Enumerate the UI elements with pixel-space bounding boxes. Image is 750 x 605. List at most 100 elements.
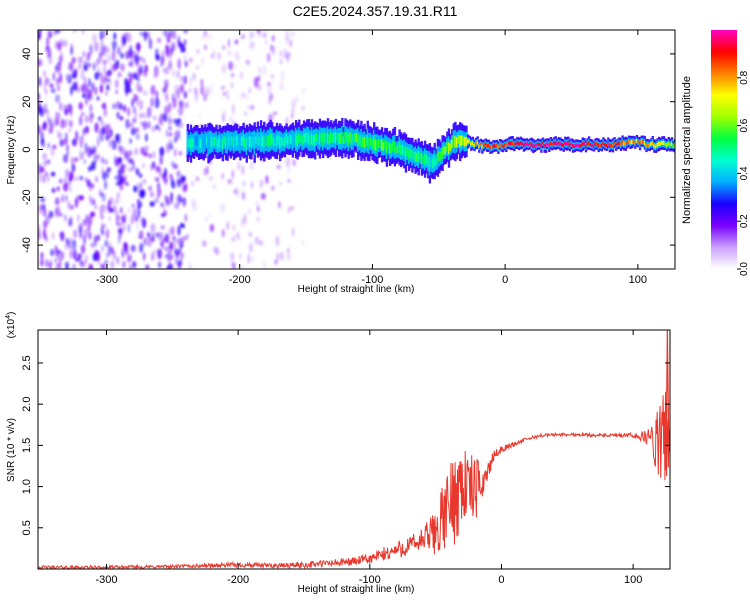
ridge-cell [320, 132, 323, 143]
noise-cell [100, 40, 104, 48]
snr-multiplier-close: ) [6, 312, 17, 315]
ridge-cell [221, 138, 225, 149]
ridge-cell [587, 141, 591, 146]
ridge-cell [471, 141, 475, 146]
ridge-cell [479, 142, 483, 146]
ridge-cell [452, 136, 455, 148]
noise-cell [177, 225, 181, 236]
noise-cell [101, 244, 104, 253]
noise-cell [189, 57, 193, 63]
noise-cell [291, 32, 295, 37]
noise-cell [175, 258, 178, 265]
noise-cell [122, 36, 127, 46]
noise-cell [104, 90, 109, 96]
ridge-cell [357, 133, 360, 146]
noise-cell [60, 118, 65, 129]
noise-cell [271, 34, 275, 42]
noise-cell [182, 197, 187, 207]
noise-cell [255, 200, 259, 207]
noise-cell [68, 171, 74, 182]
ridge-cell [465, 136, 468, 147]
noise-cell [50, 146, 55, 157]
ridge-cell [481, 144, 484, 149]
noise-cell [156, 178, 160, 183]
noise-cell [142, 218, 147, 229]
ridge-cell [302, 133, 306, 144]
ridge-cell [629, 140, 632, 145]
noise-cell [184, 102, 189, 108]
noise-cell [171, 181, 176, 189]
noise-cell [180, 175, 186, 183]
ridge-cell [559, 142, 562, 147]
ridge-cell [463, 137, 467, 147]
noise-cell [56, 119, 59, 126]
ridge-cell [618, 141, 621, 145]
ridge-cell [271, 134, 274, 145]
noise-cell [147, 107, 150, 114]
noise-cell [143, 112, 148, 119]
ridge-cell [584, 144, 588, 149]
noise-cell [55, 41, 58, 49]
ridge-cell [661, 140, 664, 145]
ridge-cell [527, 143, 530, 147]
ridge-cell [350, 133, 354, 145]
ridge-cell [239, 138, 242, 149]
ridge-cell [514, 142, 518, 146]
noise-cell [287, 166, 291, 176]
noise-cell [100, 73, 104, 84]
noise-cell [177, 178, 181, 188]
noise-cell [84, 125, 90, 134]
noise-cell [135, 168, 140, 176]
noise-cell [248, 207, 251, 215]
snr-xlabel: Height of straight line (km) [298, 584, 415, 595]
noise-cell [66, 74, 72, 84]
ridge-cell [345, 131, 349, 143]
noise-cell [139, 31, 144, 37]
noise-cell [97, 67, 100, 73]
ridge-cell [255, 136, 258, 145]
ridge-cell [501, 144, 505, 149]
noise-cell [209, 224, 215, 232]
noise-cell [70, 86, 73, 96]
noise-cell [60, 51, 63, 63]
noise-cell [55, 30, 61, 34]
noise-cell [104, 180, 108, 190]
noise-cell [292, 159, 297, 167]
ridge-cell [360, 134, 363, 147]
ridge-cell [290, 134, 293, 144]
noise-cell [271, 185, 275, 191]
ridge-cell [586, 142, 589, 146]
noise-cell [145, 264, 150, 269]
colorbar-tick-label: 0.8 [739, 70, 750, 84]
noise-cell [286, 52, 292, 57]
noise-cell [83, 65, 88, 72]
ridge-cell [197, 139, 201, 149]
noise-cell [166, 196, 170, 207]
ridge-cell [565, 141, 568, 146]
ridge-cell [416, 152, 419, 162]
noise-cell [301, 106, 305, 111]
ridge-cell [654, 144, 658, 149]
noise-cell [106, 53, 111, 64]
noise-cell [160, 225, 165, 230]
noise-cell [120, 52, 124, 59]
noise-cell [135, 73, 139, 81]
ridge-cell [602, 141, 605, 145]
noise-cell [49, 83, 54, 88]
noise-cell [43, 228, 46, 239]
ridge-cell [314, 134, 317, 147]
ridge-cell [272, 137, 275, 147]
ridge-cell [401, 145, 404, 155]
noise-cell [187, 88, 193, 93]
x-tick-label: -200 [227, 574, 249, 586]
noise-cell [221, 63, 226, 74]
noise-cell [241, 264, 245, 269]
ridge-cell [645, 143, 648, 148]
noise-cell [57, 129, 60, 137]
noise-cell [164, 246, 169, 252]
noise-cell [98, 188, 104, 197]
noise-cell [266, 52, 271, 63]
noise-cell [150, 96, 155, 104]
ridge-cell [597, 143, 600, 148]
